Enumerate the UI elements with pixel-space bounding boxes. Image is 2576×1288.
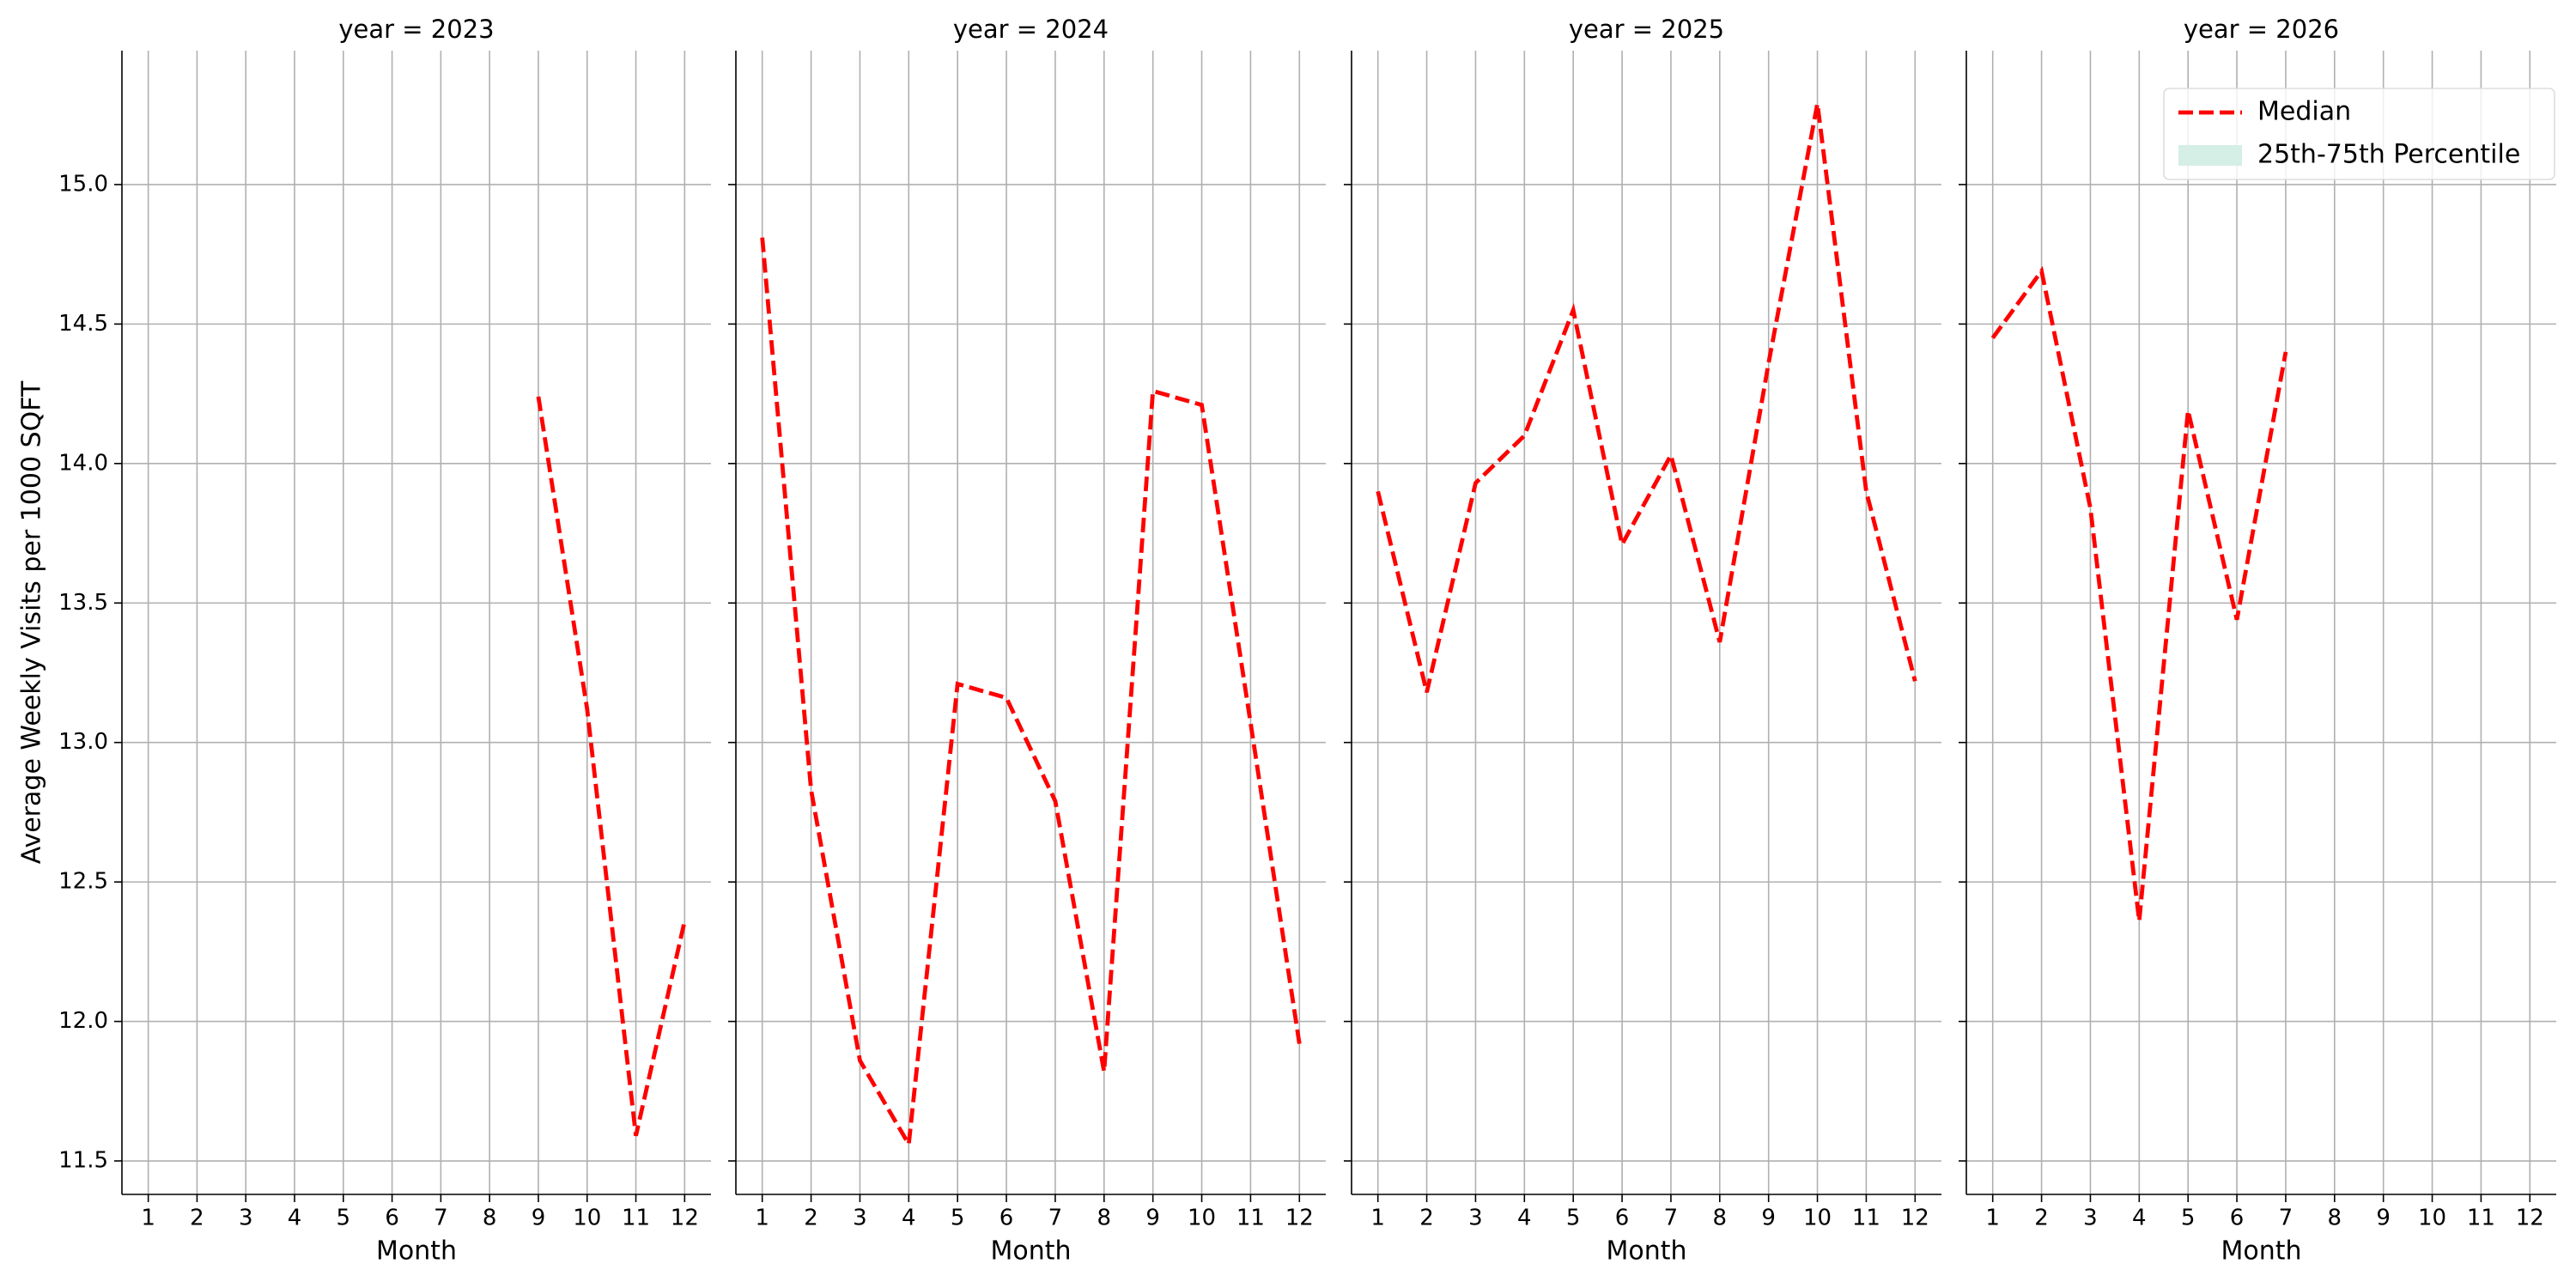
x-tick-label: 4 [288,1206,302,1231]
x-tick-label: 2 [804,1206,818,1231]
x-tick-label: 5 [951,1206,965,1231]
x-axis-label: Month [2221,1236,2301,1267]
x-axis-label: Month [990,1236,1071,1267]
x-tick-label: 7 [1664,1206,1679,1231]
x-tick-label: 10 [1188,1206,1216,1231]
panel-title: year = 2023 [338,15,494,44]
median-line [1990,265,2288,921]
x-tick-label: 4 [2132,1206,2147,1231]
x-tick-label: 11 [2467,1206,2495,1231]
x-tick-label: 12 [2516,1206,2544,1231]
median-line [760,237,1302,1151]
x-tick-label: 6 [2230,1206,2245,1231]
x-tick-label: 8 [483,1206,497,1231]
median-line [1376,103,1917,693]
x-tick-label: 1 [1370,1206,1385,1231]
y-tick-label: 12.5 [58,869,108,895]
x-tick-label: 8 [2328,1206,2342,1231]
x-tick-label: 1 [141,1206,155,1231]
x-tick-label: 7 [434,1206,448,1231]
x-tick-label: 12 [1285,1206,1314,1231]
x-tick-label: 3 [853,1206,867,1231]
x-tick-label: 1 [755,1206,769,1231]
y-tick-label: 13.0 [58,729,108,755]
legend-box [2163,88,2555,180]
y-tick-label: 14.5 [58,311,108,337]
x-tick-label: 11 [622,1206,650,1231]
panel-title: year = 2025 [1569,15,1724,44]
y-tick-label: 14.0 [58,450,108,476]
x-tick-label: 9 [532,1206,546,1231]
x-tick-label: 9 [1761,1206,1776,1231]
x-tick-label: 7 [2279,1206,2293,1231]
x-tick-label: 10 [2418,1206,2446,1231]
x-tick-label: 5 [1566,1206,1581,1231]
x-axis-label: Month [1606,1236,1686,1267]
x-tick-label: 11 [1236,1206,1265,1231]
x-tick-label: 4 [902,1206,916,1231]
x-tick-label: 12 [671,1206,699,1231]
x-tick-label: 11 [1852,1206,1880,1231]
x-tick-label: 6 [385,1206,399,1231]
x-tick-label: 3 [2083,1206,2098,1231]
x-tick-label: 1 [1985,1206,2000,1231]
x-tick-label: 10 [573,1206,601,1231]
x-tick-label: 5 [2181,1206,2196,1231]
panel-title: year = 2024 [953,15,1109,44]
x-tick-label: 2 [1419,1206,1434,1231]
x-axis-label: Month [376,1236,457,1267]
x-tick-label: 12 [1901,1206,1929,1231]
x-tick-label: 2 [190,1206,204,1231]
x-tick-label: 4 [1517,1206,1532,1231]
legend-label: Median [2257,97,2351,127]
x-tick-label: 5 [337,1206,351,1231]
legend-swatch [2178,145,2242,166]
y-tick-label: 12.0 [58,1008,108,1034]
y-axis-label: Average Weekly Visits per 1000 SQFT [17,380,47,864]
x-tick-label: 8 [1713,1206,1728,1231]
y-tick-label: 13.5 [58,590,108,616]
x-tick-label: 9 [1145,1206,1160,1231]
median-line [536,396,687,1137]
x-tick-label: 10 [1803,1206,1832,1231]
panel-title: year = 2026 [2184,15,2339,44]
x-tick-label: 6 [999,1206,1014,1231]
legend-label: 25th-75th Percentile [2257,140,2520,170]
x-tick-label: 8 [1097,1206,1112,1231]
x-tick-label: 9 [2376,1206,2391,1231]
x-tick-label: 6 [1615,1206,1630,1231]
x-tick-label: 7 [1048,1206,1063,1231]
y-tick-label: 15.0 [58,171,108,197]
y-tick-label: 11.5 [58,1148,108,1174]
x-tick-label: 3 [239,1206,253,1231]
x-tick-label: 2 [2034,1206,2049,1231]
x-tick-label: 3 [1468,1206,1483,1231]
